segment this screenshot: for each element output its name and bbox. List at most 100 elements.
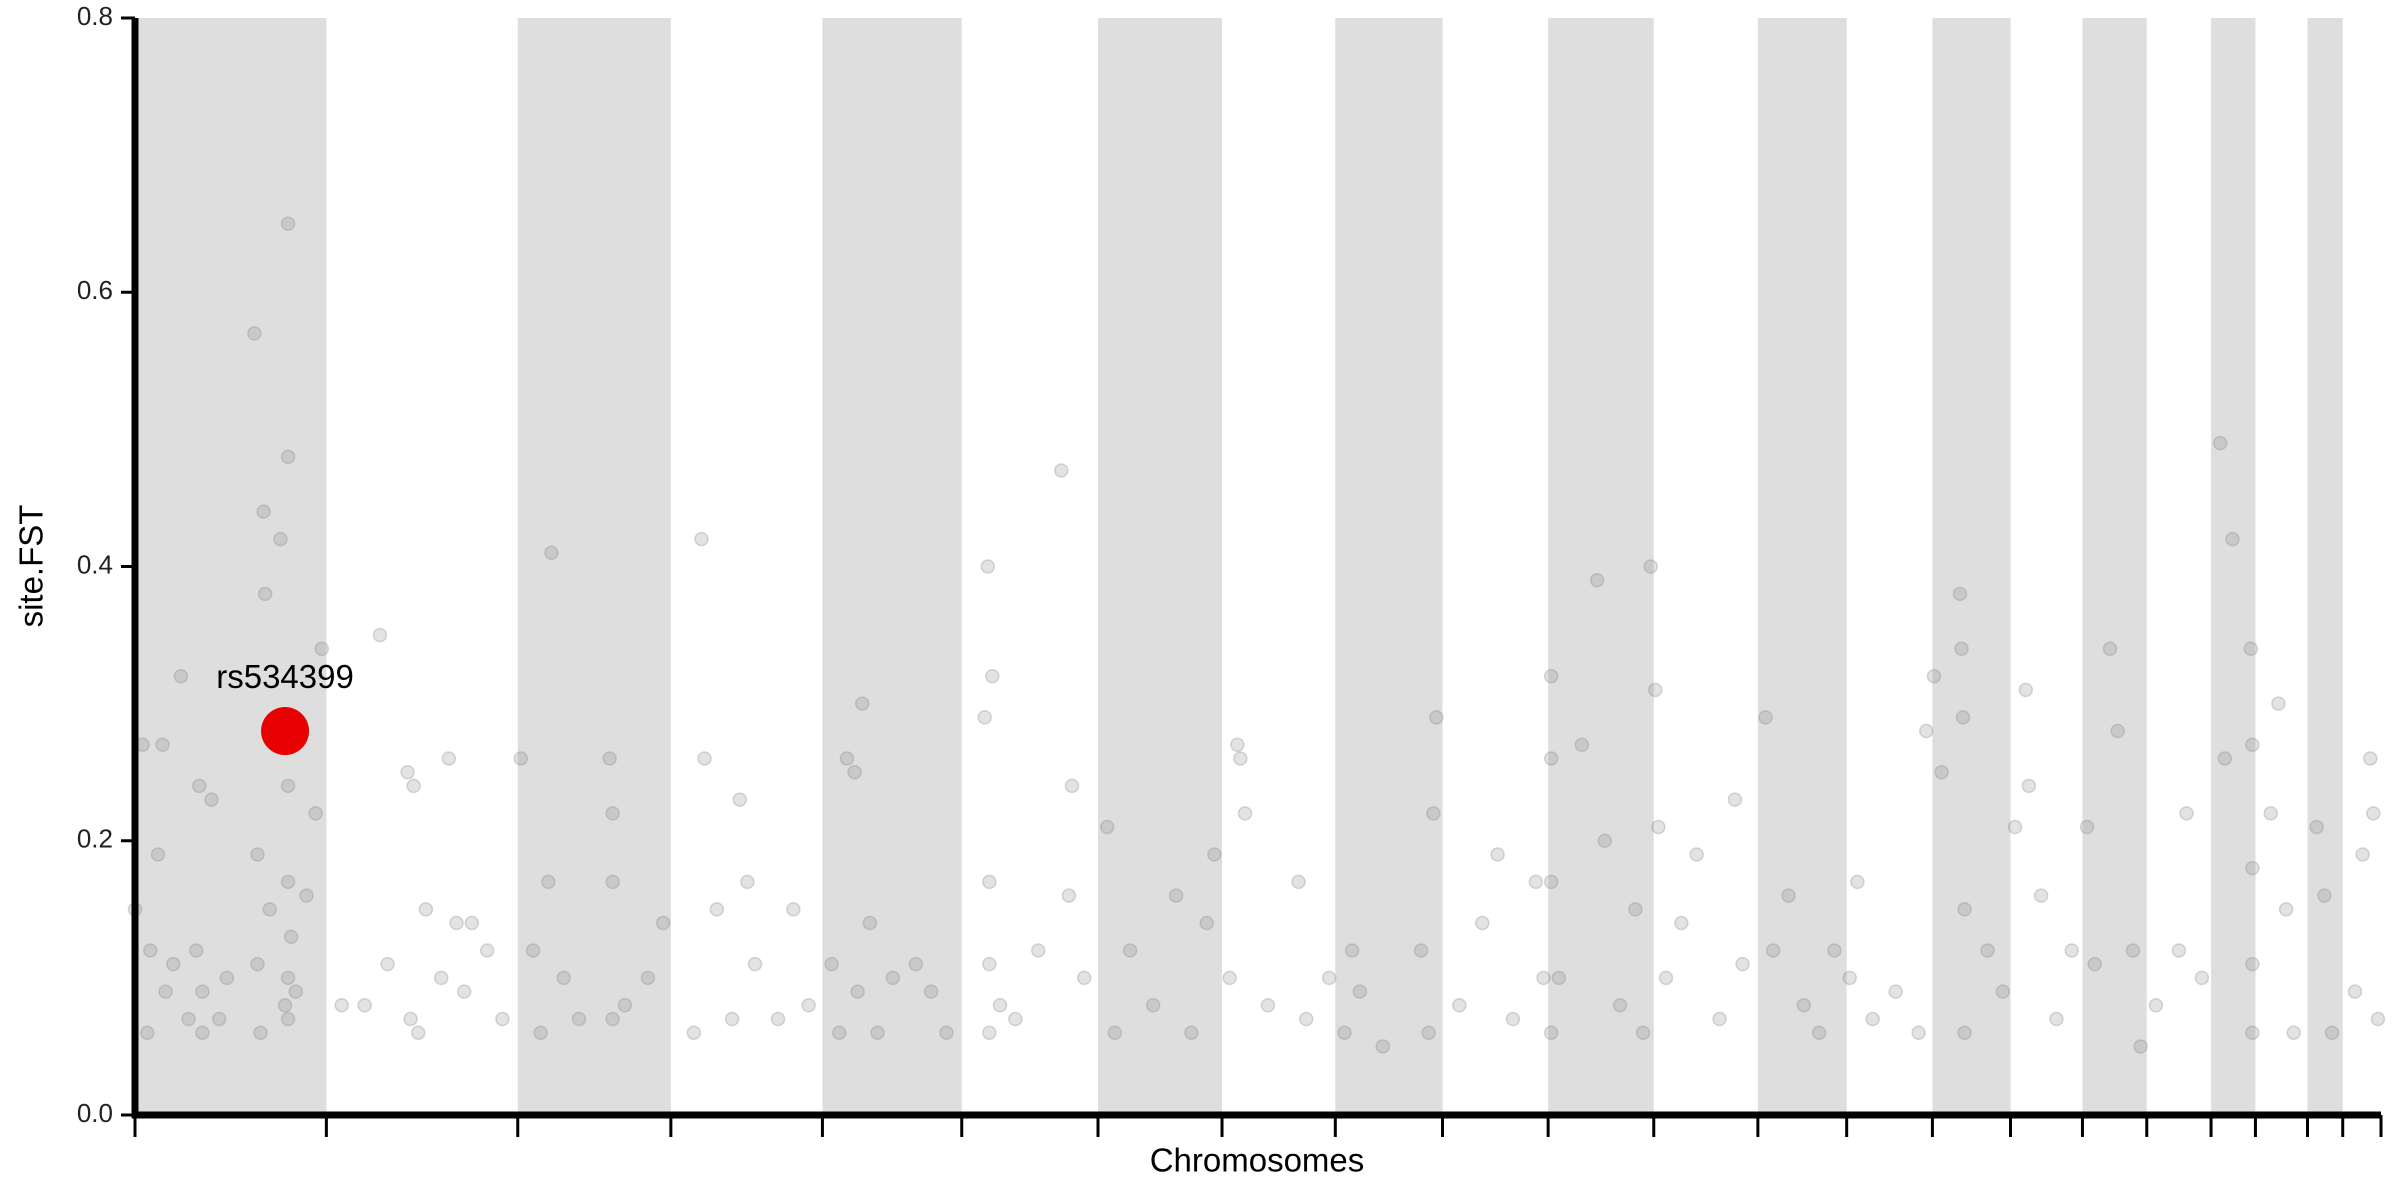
snp-point xyxy=(617,998,633,1013)
snp-point xyxy=(862,915,878,931)
snp-point xyxy=(280,874,296,890)
snp-point xyxy=(449,915,464,931)
snp-point xyxy=(1628,902,1643,917)
snp-point xyxy=(403,1011,418,1027)
snp-point xyxy=(1589,572,1605,588)
snp-point xyxy=(441,751,457,766)
snp-point xyxy=(2324,1025,2340,1040)
snp-point xyxy=(1298,1011,1314,1027)
snp-point xyxy=(1337,1025,1352,1040)
snp-point xyxy=(1505,1011,1521,1027)
snp-point xyxy=(1490,847,1505,862)
snp-point xyxy=(1926,668,1942,684)
snp-point xyxy=(1099,819,1115,835)
chromosome-band xyxy=(1932,18,2011,1115)
snp-point xyxy=(847,764,862,780)
snp-point xyxy=(250,847,265,862)
snp-point xyxy=(1888,984,1903,999)
snp-point xyxy=(1054,463,1069,478)
snp-point xyxy=(694,531,709,547)
snp-point xyxy=(2049,1011,2064,1027)
chromosome-band xyxy=(2307,18,2343,1115)
snp-point xyxy=(1145,998,1161,1013)
snp-point xyxy=(977,710,992,725)
highlight-point xyxy=(261,707,310,756)
snp-point xyxy=(697,751,712,766)
snp-point xyxy=(1122,943,1138,958)
snp-point xyxy=(605,806,620,821)
chromosome-band xyxy=(517,18,671,1115)
snp-point xyxy=(2245,860,2260,876)
y-axis-title: site.FST xyxy=(13,505,50,628)
snp-point xyxy=(158,984,173,999)
chromosome-band xyxy=(1757,18,1847,1115)
snp-point xyxy=(1061,888,1077,903)
snp-point xyxy=(850,984,865,999)
chromosome-band xyxy=(1335,18,1443,1115)
snp-point xyxy=(2245,956,2260,972)
snp-point xyxy=(1528,874,1544,890)
snp-point xyxy=(2370,1011,2386,1027)
snp-point xyxy=(1233,751,1248,766)
snp-point xyxy=(1291,874,1306,890)
snp-point xyxy=(982,1025,997,1040)
snp-point xyxy=(143,943,158,958)
snp-point xyxy=(253,1025,268,1040)
snp-point xyxy=(1612,998,1628,1013)
snp-point xyxy=(192,778,207,794)
snp-point xyxy=(495,1011,510,1027)
snp-point xyxy=(1957,902,1972,917)
snp-point xyxy=(2309,819,2324,835)
snp-point xyxy=(1597,833,1613,848)
snp-point xyxy=(786,902,801,917)
snp-point xyxy=(1421,1025,1436,1040)
snp-point xyxy=(256,504,271,519)
snp-point xyxy=(1064,778,1080,794)
chromosome-band xyxy=(135,18,327,1115)
snp-point xyxy=(1765,943,1781,958)
snp-point xyxy=(1658,970,1674,986)
snp-point xyxy=(2064,943,2079,958)
chromosome-band xyxy=(1548,18,1654,1115)
snp-point xyxy=(288,984,304,999)
highlight-label: rs534399 xyxy=(216,658,354,695)
snp-point xyxy=(1352,984,1368,999)
snp-point xyxy=(1543,874,1559,890)
snp-point xyxy=(2125,943,2141,958)
chromosome-band xyxy=(2082,18,2147,1115)
snp-point xyxy=(280,1011,296,1027)
snp-point xyxy=(980,559,996,574)
y-tick-label: 0.0 xyxy=(77,1098,113,1128)
snp-point xyxy=(204,792,219,807)
snp-point xyxy=(1651,819,1666,835)
snp-point xyxy=(2171,943,2187,958)
snp-point xyxy=(724,1011,740,1027)
snp-point xyxy=(219,970,235,986)
snp-point xyxy=(2087,956,2102,972)
snp-point xyxy=(992,998,1008,1013)
snp-point xyxy=(2366,806,2381,821)
snp-point xyxy=(1712,1011,1727,1027)
chromosome-band xyxy=(2211,18,2256,1115)
snp-point xyxy=(479,943,495,958)
snp-point xyxy=(308,806,323,821)
snp-point xyxy=(533,1025,548,1040)
snp-point xyxy=(870,1025,885,1040)
snp-point xyxy=(195,984,210,999)
snp-point xyxy=(1076,970,1092,986)
snp-point xyxy=(1426,806,1441,821)
snp-point xyxy=(2079,819,2095,835)
snp-point xyxy=(1536,970,1551,986)
snp-point xyxy=(2278,902,2294,917)
snp-point xyxy=(1344,943,1360,958)
y-tick-label: 0.8 xyxy=(77,1,113,31)
snp-point xyxy=(211,1011,227,1027)
snp-point xyxy=(1643,559,1658,574)
snp-point xyxy=(2363,751,2378,766)
snp-point xyxy=(605,874,620,890)
snp-point xyxy=(1980,943,1995,958)
snp-point xyxy=(709,902,725,917)
snp-point xyxy=(2148,998,2164,1013)
snp-point xyxy=(1222,970,1237,986)
snp-point xyxy=(2194,970,2210,986)
